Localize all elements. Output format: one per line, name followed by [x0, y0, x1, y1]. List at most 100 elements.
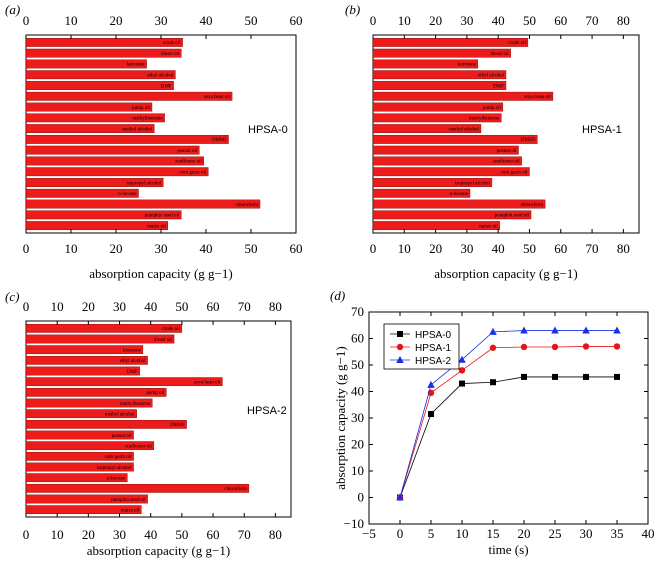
top-tick-label: 10: [51, 299, 64, 314]
bar-label: sunflower oil: [493, 160, 520, 165]
x-tick-label: 15: [487, 526, 500, 541]
data-point: [428, 411, 434, 418]
bar-label: peanut oil: [497, 149, 517, 154]
data-point: [459, 380, 465, 387]
bottom-tick-label: 30: [155, 241, 168, 256]
bar-label: methyl alcohol: [105, 412, 135, 417]
y-tick-label: 60: [351, 331, 364, 346]
x-tick-label: 40: [642, 526, 654, 541]
x-tick-label: 30: [580, 526, 593, 541]
bar: [25, 81, 174, 90]
top-tick-label: 80: [617, 13, 630, 28]
bar-label: methyl alcohol: [449, 127, 479, 132]
bar-label: DMSO: [212, 138, 227, 143]
bottom-tick-label: 40: [144, 527, 157, 542]
bar-label: pumpkin seed oil: [111, 498, 146, 503]
bar: [372, 178, 493, 187]
bar: [25, 345, 144, 355]
bar: [25, 102, 153, 112]
bar-label: ethyl alcohol: [478, 74, 505, 79]
data-point: [396, 356, 404, 363]
bottom-tick-label: 50: [523, 241, 536, 256]
bar-label: methyl alcohol: [122, 127, 152, 132]
bar: [25, 451, 134, 461]
data-point: [520, 326, 528, 334]
bar: [25, 59, 147, 69]
panel-label: (b): [345, 2, 360, 17]
bar-label: sunflower oil: [175, 160, 202, 165]
top-tick-label: 50: [523, 13, 536, 28]
panel-label: (a): [5, 2, 20, 17]
bar: [372, 102, 504, 112]
data-point: [614, 373, 620, 380]
data-point: [458, 355, 466, 363]
top-tick-label: 60: [207, 299, 220, 314]
bar-label: kerosene: [458, 63, 477, 68]
bar: [25, 323, 183, 333]
x-axis-label: absorption capacity (g g−1): [87, 543, 230, 558]
data-point: [396, 343, 404, 351]
bar: [25, 113, 165, 123]
bar-label: corn germ oil: [501, 171, 529, 176]
data-point: [490, 379, 496, 386]
top-tick-label: 20: [82, 299, 95, 314]
top-tick-label: 70: [238, 299, 251, 314]
bar-label: diesel oil: [161, 52, 180, 57]
bar-label: n-hexane: [118, 192, 137, 197]
bar: [25, 473, 128, 483]
bar-label: DMSO: [521, 138, 536, 143]
bar-label: pump oil: [132, 106, 151, 111]
y-tick-label: 50: [351, 357, 364, 372]
panel-label: (c): [5, 289, 19, 304]
bar-label: peanut oil: [177, 149, 197, 154]
y-tick-label: 20: [351, 437, 364, 452]
bar: [372, 145, 519, 155]
data-point: [521, 373, 527, 380]
bar: [25, 366, 140, 376]
sample-annotation: HPSA-1: [582, 124, 622, 136]
bar: [372, 167, 530, 177]
bar: [25, 156, 204, 166]
top-tick-label: 0: [370, 13, 377, 28]
top-tick-label: 30: [113, 299, 126, 314]
series-line: [399, 330, 617, 498]
x-tick-label: 5: [428, 526, 435, 541]
bar-label: soya bean oil: [194, 380, 221, 385]
bar-label: diesel oil: [490, 52, 509, 57]
bar: [372, 91, 554, 101]
bottom-tick-label: 30: [113, 527, 126, 542]
bar: [372, 70, 507, 80]
data-point: [520, 343, 528, 351]
bar-label: crude oil: [162, 327, 180, 332]
bar: [25, 409, 137, 419]
x-tick-label: 10: [456, 526, 469, 541]
bar: [25, 37, 183, 47]
bottom-tick-label: 0: [23, 241, 30, 256]
bar-label: peanut oil: [112, 434, 132, 439]
sample-annotation: HPSA-0: [248, 124, 288, 136]
bar-label: pumpkin seed oil: [145, 214, 180, 219]
bar-label: isopropyl alcohol: [455, 181, 490, 186]
bar: [25, 441, 155, 451]
bar: [25, 91, 233, 101]
bar: [372, 156, 522, 166]
top-tick-label: 20: [429, 13, 442, 28]
bar: [25, 124, 155, 134]
bar: [372, 210, 532, 220]
bar-label: maize oil: [121, 508, 140, 513]
bottom-tick-label: 70: [238, 527, 251, 542]
bottom-tick-label: 20: [429, 241, 442, 256]
top-tick-label: 60: [554, 13, 567, 28]
series-line: [399, 346, 617, 498]
top-tick-label: 40: [492, 13, 505, 28]
bar: [25, 483, 250, 493]
x-axis-label: absorption capacity (g g−1): [434, 266, 577, 281]
bar-label: methylbenzene: [120, 402, 151, 407]
bar-chart-3: crude oil diesel oil kerosene ethyl alcohol…: [5, 289, 292, 558]
legend-entry: HPSA-0: [415, 330, 452, 341]
bottom-tick-label: 20: [110, 241, 123, 256]
bottom-tick-label: 60: [290, 241, 303, 256]
top-tick-label: 0: [23, 299, 30, 314]
series-HPSA-1: [396, 343, 621, 501]
